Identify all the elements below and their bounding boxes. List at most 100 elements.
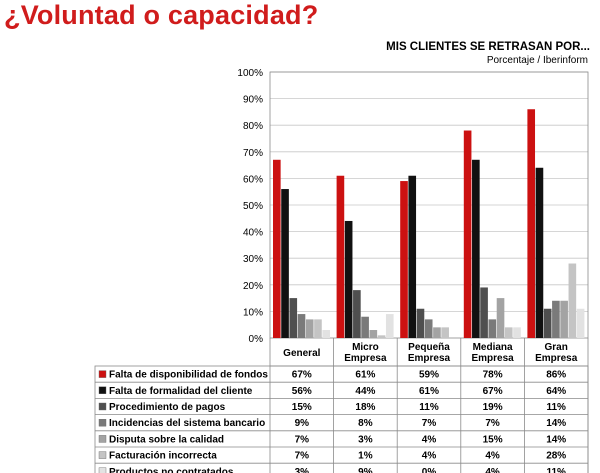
data-label: 1% bbox=[358, 451, 373, 462]
chart-source: Porcentaje / Iberinform bbox=[486, 55, 588, 66]
data-label: 9% bbox=[295, 418, 310, 429]
chart-title: MIS CLIENTES SE RETRASAN POR... bbox=[386, 41, 590, 53]
y-tick-label: 70% bbox=[243, 148, 263, 159]
bar-4-1 bbox=[297, 314, 306, 338]
data-label: 11% bbox=[546, 467, 566, 473]
data-label: 9% bbox=[358, 467, 373, 473]
bar-6-3 bbox=[441, 327, 449, 338]
data-label: 4% bbox=[485, 467, 500, 473]
data-label: 0% bbox=[422, 467, 437, 473]
data-label: 61% bbox=[355, 370, 375, 381]
bar-2-5 bbox=[535, 167, 544, 338]
category-label: Mediana Empresa bbox=[471, 342, 514, 364]
legend-label: Falta de disponibilidad de fondos bbox=[109, 370, 268, 381]
bar-2-2 bbox=[344, 220, 353, 338]
data-label: 64% bbox=[546, 386, 566, 397]
bar-6-4 bbox=[504, 327, 513, 338]
legend-swatch bbox=[98, 370, 107, 378]
bar-7-5 bbox=[576, 308, 585, 338]
data-label: 4% bbox=[422, 451, 437, 462]
category-label-line: Pequeña bbox=[408, 342, 450, 353]
bar-3-2 bbox=[353, 290, 361, 338]
y-tick-label: 30% bbox=[243, 254, 263, 265]
legend-label: Incidencias del sistema bancario bbox=[109, 418, 265, 429]
y-tick-label: 10% bbox=[243, 307, 263, 318]
data-label: 67% bbox=[483, 386, 503, 397]
bar-6-2 bbox=[377, 335, 386, 338]
y-tick-label: 40% bbox=[243, 228, 263, 239]
data-label: 19% bbox=[483, 402, 503, 413]
data-label: 86% bbox=[546, 370, 566, 381]
y-tick-label: 0% bbox=[249, 334, 264, 345]
legend-swatch bbox=[98, 402, 107, 411]
bar-3-4 bbox=[480, 287, 488, 338]
data-label: 44% bbox=[355, 386, 375, 397]
category-label-line: Empresa bbox=[535, 353, 578, 364]
legend-label: Falta de formalidad del cliente bbox=[109, 386, 253, 397]
data-label: 59% bbox=[419, 370, 439, 381]
data-label: 7% bbox=[485, 418, 500, 429]
bar-5-4 bbox=[496, 298, 505, 338]
category-label: General bbox=[283, 348, 320, 359]
bar-5-5 bbox=[560, 300, 568, 338]
data-label: 3% bbox=[358, 434, 373, 445]
data-label: 61% bbox=[419, 386, 439, 397]
bar-7-2 bbox=[385, 314, 394, 338]
bar-7-1 bbox=[322, 330, 330, 338]
data-label: 4% bbox=[485, 451, 500, 462]
legend-swatch bbox=[98, 451, 107, 459]
bar-1-4 bbox=[463, 130, 472, 338]
bar-1-3 bbox=[400, 181, 408, 338]
bar-2-1 bbox=[281, 189, 289, 338]
category-label: Micro Empresa bbox=[344, 342, 387, 364]
data-label: 15% bbox=[483, 434, 503, 445]
bar-6-5 bbox=[568, 263, 577, 338]
bar-4-4 bbox=[488, 319, 497, 338]
category-label-line: Mediana bbox=[473, 342, 513, 353]
data-label: 8% bbox=[358, 418, 373, 429]
bar-3-3 bbox=[416, 308, 425, 338]
data-label: 28% bbox=[546, 451, 566, 462]
category-label: Gran Empresa bbox=[535, 342, 578, 364]
data-label: 78% bbox=[483, 370, 503, 381]
category-label-line: Empresa bbox=[408, 353, 451, 364]
data-label: 14% bbox=[546, 418, 566, 429]
y-tick-label: 60% bbox=[243, 174, 263, 185]
bar-5-2 bbox=[369, 330, 378, 338]
category-label-line: General bbox=[283, 348, 320, 359]
data-label: 11% bbox=[546, 402, 566, 413]
legend-label: Facturación incorrecta bbox=[109, 451, 217, 462]
legend-swatch bbox=[98, 435, 107, 443]
bar-4-5 bbox=[552, 300, 560, 338]
data-label: 7% bbox=[422, 418, 437, 429]
y-tick-label: 80% bbox=[243, 121, 263, 132]
bar-7-4 bbox=[513, 327, 521, 338]
data-label: 7% bbox=[295, 451, 310, 462]
data-label: 15% bbox=[292, 402, 312, 413]
bar-1-5 bbox=[527, 109, 536, 339]
bar-5-1 bbox=[305, 319, 314, 338]
bar-4-2 bbox=[361, 316, 369, 338]
legend-swatch bbox=[98, 386, 107, 394]
bar-4-3 bbox=[424, 319, 433, 338]
legend-swatch bbox=[98, 419, 107, 427]
data-label: 4% bbox=[422, 434, 437, 445]
category-label-line: Micro bbox=[352, 342, 379, 353]
legend-label: Productos no contratados bbox=[109, 467, 234, 473]
y-tick-label: 50% bbox=[243, 201, 263, 212]
bar-1-2 bbox=[336, 175, 345, 338]
legend-swatch bbox=[98, 467, 107, 473]
page-title: ¿Voluntad o capacidad? bbox=[4, 0, 319, 30]
category-label-line: Empresa bbox=[344, 353, 387, 364]
category-label-line: Gran bbox=[545, 342, 568, 353]
bar-3-1 bbox=[289, 298, 298, 338]
y-tick-label: 20% bbox=[243, 281, 263, 292]
data-label: 67% bbox=[292, 370, 312, 381]
bar-2-3 bbox=[408, 175, 417, 338]
data-label: 7% bbox=[295, 434, 310, 445]
category-label: Pequeña Empresa bbox=[408, 342, 451, 364]
y-tick-label: 100% bbox=[237, 68, 263, 79]
legend-label: Disputa sobre la calidad bbox=[109, 434, 224, 445]
